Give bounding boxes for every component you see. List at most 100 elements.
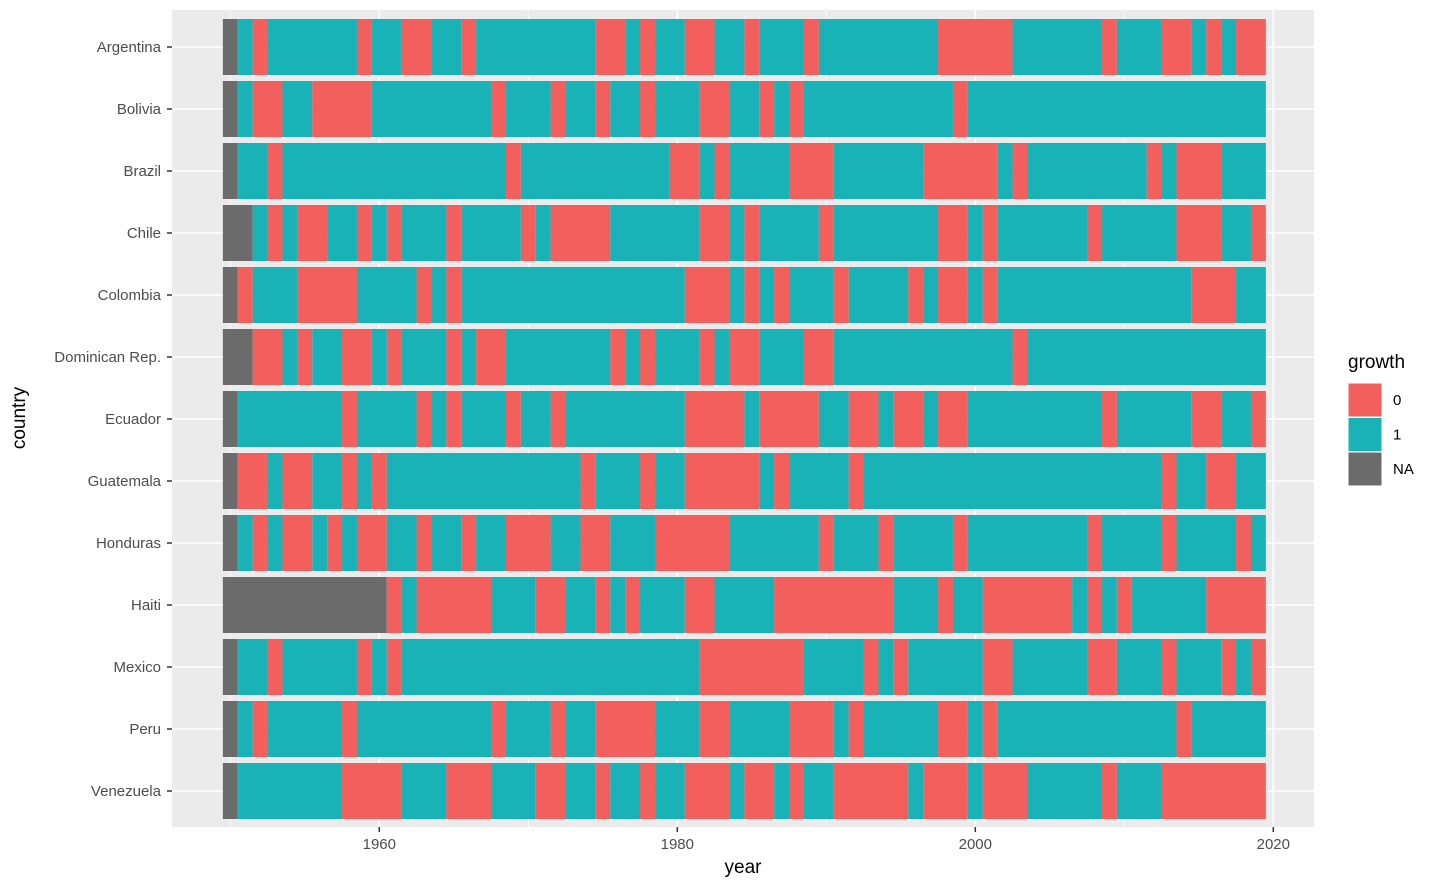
tile: [386, 453, 581, 509]
tile: [982, 205, 998, 261]
tile: [1221, 143, 1266, 199]
tile: [952, 577, 983, 633]
tile-row: [222, 577, 1266, 633]
y-tick-label: Ecuador: [105, 411, 161, 428]
tile: [237, 267, 253, 323]
tile: [580, 515, 611, 571]
tile: [267, 701, 343, 757]
tile: [759, 453, 775, 509]
tile: [818, 515, 834, 571]
tile: [252, 267, 298, 323]
tile: [938, 267, 968, 323]
tile: [744, 763, 775, 819]
tile: [476, 515, 506, 571]
tile: [1236, 19, 1266, 75]
tile: [744, 391, 760, 447]
tile: [386, 329, 402, 385]
tile: [1072, 577, 1088, 633]
tile: [684, 763, 730, 819]
tile: [505, 701, 551, 757]
tile: [282, 81, 313, 137]
tile: [610, 81, 641, 137]
tile: [848, 391, 879, 447]
tile: [535, 763, 566, 819]
tile: [684, 267, 730, 323]
tile: [282, 639, 357, 695]
tile: [491, 763, 536, 819]
x-tick-label: 2020: [1257, 836, 1290, 853]
tile: [476, 329, 506, 385]
legend: growth 0 1 NA: [1347, 352, 1414, 487]
tile: [938, 205, 968, 261]
tile: [580, 453, 596, 509]
tile: [550, 205, 611, 261]
tile: [1012, 329, 1028, 385]
tile: [654, 701, 700, 757]
tile: [818, 205, 834, 261]
tile-row: [222, 453, 1266, 509]
tile: [789, 143, 834, 199]
x-axis: 1960 1980 2000 2020: [363, 827, 1290, 853]
tile: [1250, 639, 1266, 695]
tile: [267, 453, 283, 509]
tile: [803, 329, 834, 385]
tile: [312, 515, 328, 571]
tile: [893, 577, 939, 633]
tile: [1221, 19, 1237, 75]
tile: [1027, 329, 1266, 385]
tile: [789, 701, 834, 757]
tile: [640, 763, 655, 819]
tile: [1191, 19, 1207, 75]
tile: [967, 701, 983, 757]
tile: [818, 391, 849, 447]
tile: [535, 205, 551, 261]
tile: [356, 19, 372, 75]
tile: [938, 577, 953, 633]
legend-title: growth: [1348, 352, 1405, 373]
tile: [908, 639, 983, 695]
tile: [461, 19, 477, 75]
tile: [342, 701, 357, 757]
tile: [222, 205, 253, 261]
tile: [1087, 577, 1102, 633]
tile: [237, 19, 253, 75]
tile: [863, 639, 879, 695]
tile: [967, 205, 983, 261]
tile: [1250, 205, 1266, 261]
tile: [833, 763, 909, 819]
tile: [595, 81, 611, 137]
tile: [401, 639, 700, 695]
tile: [982, 577, 1073, 633]
tile: [222, 577, 387, 633]
tile: [1176, 701, 1192, 757]
tile: [446, 391, 462, 447]
tile: [774, 453, 790, 509]
tile: [565, 577, 596, 633]
tile: [1116, 639, 1162, 695]
tile: [1116, 391, 1192, 447]
legend-key: [1347, 417, 1383, 452]
tile: [565, 81, 596, 137]
tile: [610, 205, 700, 261]
tile: [699, 205, 730, 261]
tile: [729, 205, 745, 261]
tile: [1176, 143, 1222, 199]
tile: [491, 701, 506, 757]
legend-label: 1: [1393, 427, 1401, 444]
tile: [1221, 391, 1251, 447]
tile: [878, 391, 894, 447]
tile: [982, 701, 998, 757]
tile: [1101, 391, 1117, 447]
tile: [461, 205, 521, 261]
legend-key: [1347, 382, 1383, 418]
tile: [952, 515, 968, 571]
tile: [565, 701, 596, 757]
tile: [1101, 763, 1117, 819]
tile: [833, 143, 924, 199]
tile: [774, 81, 790, 137]
tile: [237, 701, 253, 757]
tile: [863, 701, 939, 757]
tile: [610, 515, 655, 571]
tile: [595, 763, 611, 819]
tile: [237, 391, 343, 447]
